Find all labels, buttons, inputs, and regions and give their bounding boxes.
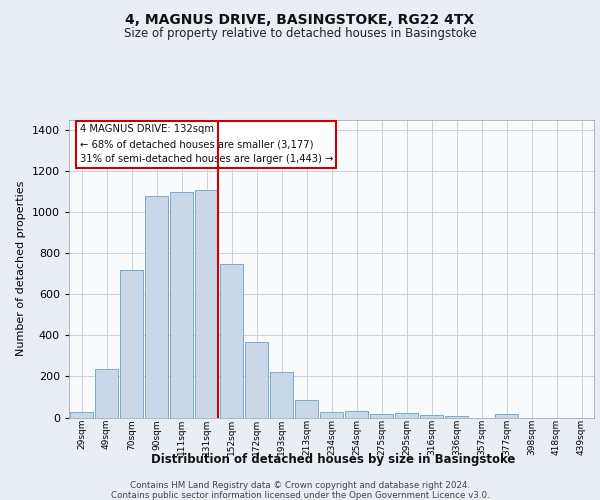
- Bar: [195, 190, 218, 418]
- Text: 4 MAGNUS DRIVE: 132sqm
← 68% of detached houses are smaller (3,177)
31% of semi-: 4 MAGNUS DRIVE: 132sqm ← 68% of detached…: [79, 124, 333, 164]
- Bar: [145, 196, 168, 418]
- Text: Distribution of detached houses by size in Basingstoke: Distribution of detached houses by size …: [151, 452, 515, 466]
- Text: Contains HM Land Registry data © Crown copyright and database right 2024.: Contains HM Land Registry data © Crown c…: [130, 481, 470, 490]
- Bar: [295, 400, 318, 417]
- Text: Size of property relative to detached houses in Basingstoke: Size of property relative to detached ho…: [124, 28, 476, 40]
- Text: 4, MAGNUS DRIVE, BASINGSTOKE, RG22 4TX: 4, MAGNUS DRIVE, BASINGSTOKE, RG22 4TX: [125, 12, 475, 26]
- Y-axis label: Number of detached properties: Number of detached properties: [16, 181, 26, 356]
- Bar: [445, 416, 468, 418]
- Bar: [70, 412, 93, 418]
- Text: Contains public sector information licensed under the Open Government Licence v3: Contains public sector information licen…: [110, 491, 490, 500]
- Bar: [395, 414, 418, 418]
- Bar: [245, 342, 268, 417]
- Bar: [370, 414, 393, 418]
- Bar: [170, 192, 193, 418]
- Bar: [270, 372, 293, 418]
- Bar: [220, 264, 243, 418]
- Bar: [320, 412, 343, 418]
- Bar: [420, 416, 443, 418]
- Bar: [495, 414, 518, 418]
- Bar: [95, 370, 118, 418]
- Bar: [345, 412, 368, 418]
- Bar: [120, 270, 143, 418]
